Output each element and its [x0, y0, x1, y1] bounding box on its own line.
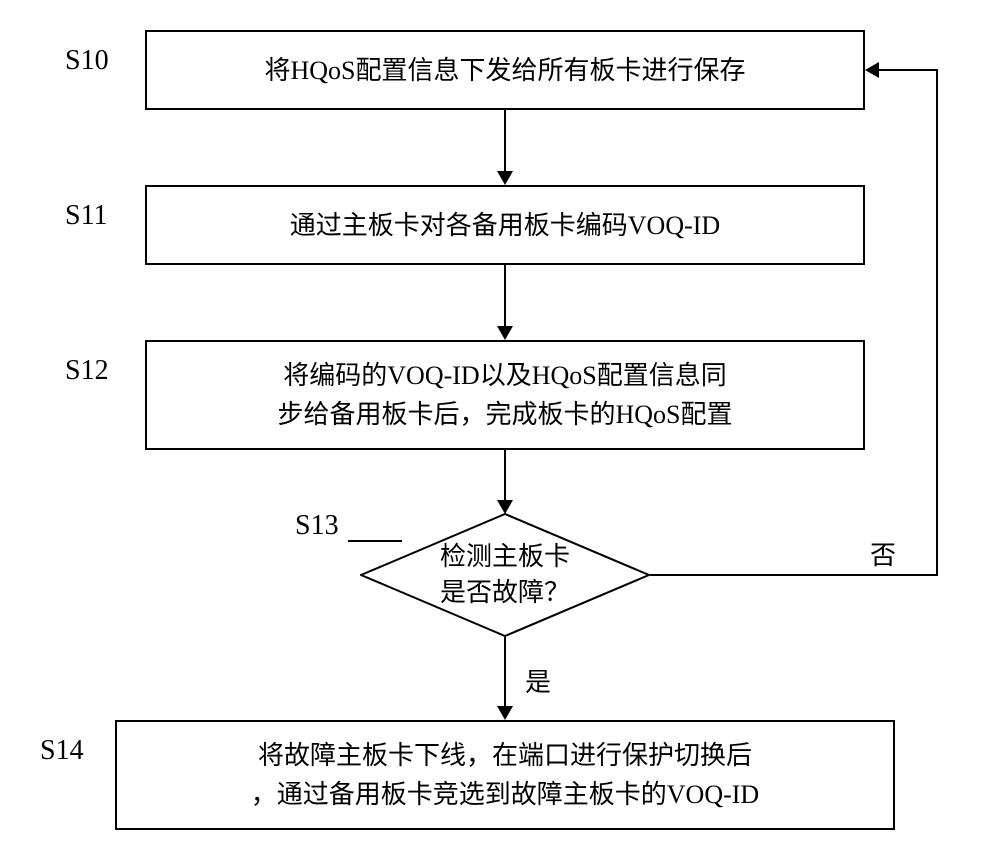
edge-s13-s14 — [504, 637, 506, 706]
decision-s13: 检测主板卡是否故障？ — [360, 513, 650, 637]
arrowhead — [497, 326, 513, 340]
arrowhead — [865, 62, 879, 78]
decision-text: 检测主板卡是否故障？ — [440, 539, 570, 612]
process-text: 将故障主板卡下线，在端口进行保护切换后，通过备用板卡竞选到故障主板卡的VOQ-I… — [251, 736, 759, 814]
edge-s10-s11 — [504, 110, 506, 171]
process-s10: 将HQoS配置信息下发给所有板卡进行保存 — [145, 30, 865, 110]
edge-s13-s10-v — [936, 69, 938, 576]
process-text: 将HQoS配置信息下发给所有板卡进行保存 — [264, 51, 745, 90]
flowchart-canvas: S10 将HQoS配置信息下发给所有板卡进行保存 S11 通过主板卡对各备用板卡… — [0, 0, 1000, 854]
edge-s13-s10-h2 — [879, 69, 938, 71]
edge-label-yes: 是 — [525, 662, 551, 699]
step-label-s14: S14 — [40, 735, 84, 767]
arrowhead — [497, 706, 513, 720]
arrowhead — [497, 500, 513, 514]
edge-label-no: 否 — [870, 535, 896, 572]
edge-s13-s10-h1 — [650, 574, 938, 576]
process-s11: 通过主板卡对各备用板卡编码VOQ-ID — [145, 185, 865, 265]
step-label-s13: S13 — [295, 510, 339, 542]
step-label-s10: S10 — [65, 45, 109, 77]
edge-s11-s12 — [504, 265, 506, 326]
process-s14: 将故障主板卡下线，在端口进行保护切换后，通过备用板卡竞选到故障主板卡的VOQ-I… — [115, 720, 895, 830]
process-text: 通过主板卡对各备用板卡编码VOQ-ID — [290, 206, 720, 245]
process-text: 将编码的VOQ-ID以及HQoS配置信息同步给备用板卡后，完成板卡的HQoS配置 — [277, 356, 732, 434]
step-label-s12: S12 — [65, 355, 109, 387]
edge-s12-s13 — [504, 450, 506, 500]
arrowhead — [497, 171, 513, 185]
process-s12: 将编码的VOQ-ID以及HQoS配置信息同步给备用板卡后，完成板卡的HQoS配置 — [145, 340, 865, 450]
step-label-s11: S11 — [65, 200, 108, 232]
